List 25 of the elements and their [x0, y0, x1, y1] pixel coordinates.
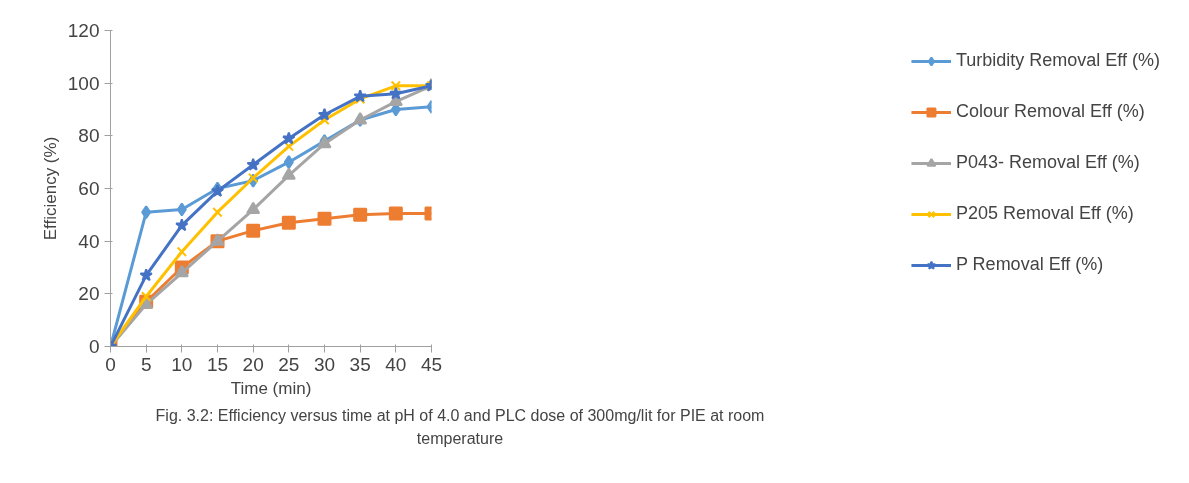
y-tick-label: 100 — [67, 72, 100, 94]
x-tick-label: 15 — [206, 353, 229, 375]
x-tick-label: 5 — [140, 353, 152, 375]
legend-label: P205 Removal Eff (%) — [955, 203, 1134, 224]
x-axis-title: Time (min) — [230, 378, 312, 398]
y-tick-label: 120 — [67, 20, 100, 41]
x-tick-label: 30 — [313, 353, 336, 375]
caption: Fig. 3.2: Efficiency versus time at pH of 4.0 and PLC dose of 300mg/lit for PIE at room temperature — [154, 406, 766, 449]
x-tick-label: 40 — [385, 353, 407, 375]
y-tick-label: 0 — [88, 336, 100, 357]
x-tick-label: 0 — [105, 353, 116, 375]
y-tick-label: 80 — [78, 125, 100, 147]
x-tick-label: 45 — [420, 353, 443, 375]
x-tick-label: 25 — [278, 353, 300, 375]
y-tick-label: 60 — [78, 178, 100, 199]
legend-label: Colour Removal Eff (%) — [955, 101, 1145, 122]
y-tick-label: 40 — [78, 230, 100, 252]
y-tick-label: 20 — [78, 283, 100, 305]
x-tick-label: 10 — [171, 353, 193, 375]
legend-label: P043- Removal Eff (%) — [955, 152, 1140, 173]
x-tick-label: 35 — [349, 353, 371, 375]
legend-label: P Removal Eff (%) — [955, 254, 1104, 275]
y-axis-title: Efficiency (%) — [40, 136, 60, 241]
x-tick-label: 20 — [242, 353, 264, 375]
legend-label: Turbidity Removal Eff (%) — [955, 50, 1160, 71]
